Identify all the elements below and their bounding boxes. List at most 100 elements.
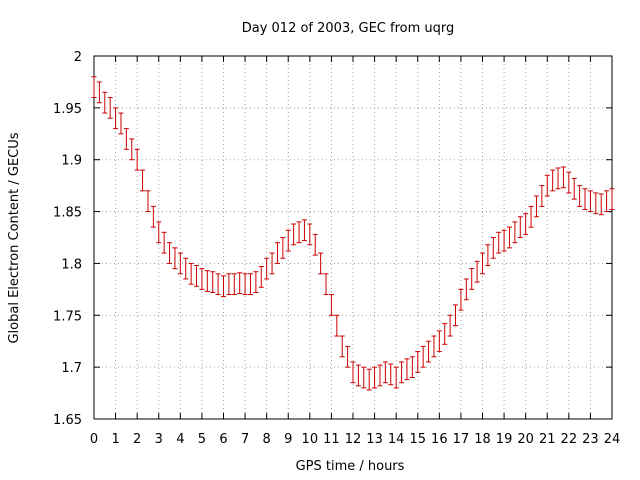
y-tick-label: 1.75 xyxy=(53,309,82,324)
data-point xyxy=(264,257,270,280)
y-tick-label: 1.65 xyxy=(53,413,82,428)
data-point xyxy=(194,265,200,287)
data-point xyxy=(156,221,162,244)
data-point xyxy=(582,188,588,210)
data-point xyxy=(188,262,194,285)
axis-ticks xyxy=(93,55,613,420)
data-point xyxy=(237,272,243,295)
data-point xyxy=(550,169,556,192)
data-point xyxy=(247,273,253,296)
data-point xyxy=(334,314,340,337)
x-tick-label: 16 xyxy=(431,432,448,447)
data-series xyxy=(91,76,615,391)
data-point xyxy=(285,229,291,252)
data-point xyxy=(296,221,302,244)
data-point xyxy=(598,193,604,216)
data-point xyxy=(167,242,173,264)
y-tick-label: 1.95 xyxy=(53,102,82,117)
data-point xyxy=(123,128,129,150)
x-tick-label: 21 xyxy=(539,432,556,447)
data-point xyxy=(533,195,539,218)
data-point xyxy=(420,345,426,368)
data-point xyxy=(91,76,97,98)
data-point xyxy=(134,148,140,171)
y-tick-label: 1.8 xyxy=(61,257,82,272)
data-point xyxy=(318,252,324,275)
data-point xyxy=(512,221,518,244)
data-point xyxy=(177,252,183,275)
x-tick-label: 0 xyxy=(90,432,98,447)
data-point xyxy=(301,219,307,242)
data-point xyxy=(436,330,442,353)
data-point xyxy=(485,244,491,267)
data-point xyxy=(426,340,432,363)
data-point xyxy=(496,231,502,254)
data-point xyxy=(118,112,124,135)
data-point xyxy=(231,273,237,296)
data-point xyxy=(312,233,318,256)
data-point xyxy=(474,260,480,283)
x-tick-label: 20 xyxy=(517,432,534,447)
chart-title: Day 012 of 2003, GEC from uqrg xyxy=(242,21,455,36)
data-point xyxy=(388,363,394,386)
x-tick-label: 17 xyxy=(453,432,470,447)
data-point xyxy=(409,356,415,379)
x-tick-label: 24 xyxy=(604,432,621,447)
x-tick-label: 1 xyxy=(111,432,119,447)
x-tick-label: 10 xyxy=(302,432,319,447)
x-axis-label: GPS time / hours xyxy=(296,459,405,474)
data-point xyxy=(463,278,469,301)
x-tick-label: 6 xyxy=(219,432,227,447)
data-point xyxy=(377,364,383,387)
x-tick-label: 23 xyxy=(582,432,599,447)
data-point xyxy=(226,273,232,296)
data-point xyxy=(210,271,216,293)
x-tick-labels: 0 1 2 3 4 5 6 7 8 9 10 11 12 13 14 15 16 17 18 19 20 21 22 23 24 xyxy=(90,432,620,447)
x-tick-label: 9 xyxy=(284,432,292,447)
data-point xyxy=(415,351,421,373)
data-point xyxy=(140,169,146,192)
data-point xyxy=(258,266,264,288)
data-point xyxy=(528,205,534,228)
data-point xyxy=(382,361,388,384)
data-point xyxy=(345,345,351,368)
data-point xyxy=(399,361,405,384)
data-point xyxy=(269,252,275,275)
data-point xyxy=(161,231,167,254)
data-point xyxy=(150,205,156,228)
data-point xyxy=(199,268,205,290)
data-point xyxy=(609,188,615,210)
data-point xyxy=(215,273,221,296)
data-point xyxy=(113,107,119,130)
data-point xyxy=(172,247,178,270)
x-tick-label: 14 xyxy=(388,432,405,447)
data-point xyxy=(145,190,151,213)
data-point xyxy=(242,273,248,296)
y-tick-labels: 1.65 1.7 1.75 1.8 1.85 1.9 1.95 2 xyxy=(53,50,82,428)
data-point xyxy=(355,364,361,387)
x-tick-label: 12 xyxy=(345,432,362,447)
data-point xyxy=(204,270,210,292)
x-tick-label: 4 xyxy=(176,432,184,447)
data-point xyxy=(544,174,550,197)
data-point xyxy=(280,237,286,259)
x-tick-label: 11 xyxy=(323,432,340,447)
data-point xyxy=(404,358,410,381)
data-point xyxy=(323,273,329,296)
x-tick-label: 5 xyxy=(198,432,206,447)
data-point xyxy=(539,185,545,207)
x-tick-label: 8 xyxy=(263,432,271,447)
data-point xyxy=(96,81,102,104)
x-tick-label: 18 xyxy=(474,432,491,447)
data-point xyxy=(501,229,507,252)
y-tick-label: 1.9 xyxy=(61,154,82,169)
data-point xyxy=(593,192,599,215)
data-point xyxy=(560,166,566,189)
grid-lines xyxy=(94,56,612,419)
data-point xyxy=(442,323,448,345)
data-point xyxy=(517,216,523,238)
data-point xyxy=(221,275,226,298)
y-tick-label: 1.7 xyxy=(61,361,82,376)
data-point xyxy=(604,190,610,213)
data-point xyxy=(555,167,561,190)
